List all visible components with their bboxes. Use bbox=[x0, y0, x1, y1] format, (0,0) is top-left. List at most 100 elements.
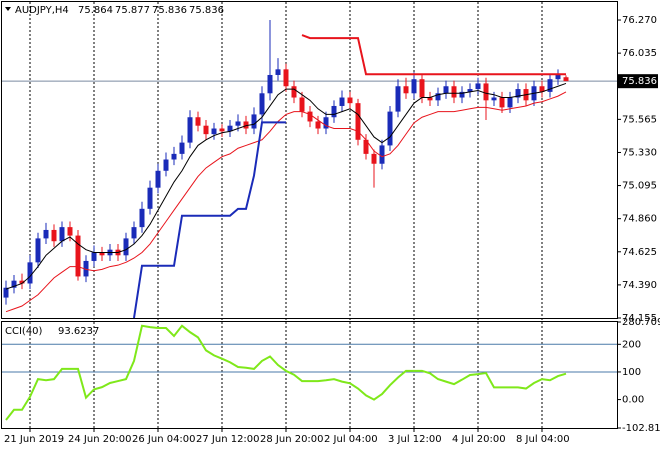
y-tick-label: 75.095 bbox=[622, 181, 657, 192]
candle-body bbox=[27, 262, 33, 284]
candle-body bbox=[299, 97, 305, 112]
indicator-frame bbox=[1, 321, 618, 429]
candle-body bbox=[11, 280, 17, 288]
x-tick-label: 4 Jul 20:00 bbox=[452, 434, 506, 445]
candle-body bbox=[99, 252, 105, 256]
candle-body bbox=[363, 139, 369, 154]
y-tick-label: 75.565 bbox=[622, 114, 657, 125]
candle-body bbox=[403, 86, 409, 94]
candle-body bbox=[323, 117, 329, 129]
x-tick-label: 28 Jun 20:00 bbox=[260, 434, 324, 445]
candle-body bbox=[379, 145, 385, 164]
candle-body bbox=[131, 227, 137, 239]
candle-body bbox=[59, 227, 65, 242]
candle-body bbox=[211, 128, 217, 135]
ohlc-close: 75.836 bbox=[189, 5, 224, 16]
candle-body bbox=[227, 125, 233, 132]
candle-body bbox=[451, 86, 457, 98]
y-tick-label: 74.860 bbox=[622, 214, 657, 225]
candle-body bbox=[203, 125, 209, 135]
y-tick-label: 76.270 bbox=[622, 15, 657, 26]
candle-body bbox=[555, 74, 561, 80]
indicator-y-tick-label: 280.7094 bbox=[622, 317, 660, 328]
x-tick-label: 8 Jul 04:00 bbox=[516, 434, 570, 445]
y-tick-label: 74.625 bbox=[622, 247, 657, 258]
candle-body bbox=[35, 238, 41, 263]
candle-body bbox=[283, 69, 289, 87]
y-tick-label: 75.330 bbox=[622, 147, 657, 158]
candle-body bbox=[83, 260, 89, 277]
candle-body bbox=[251, 114, 257, 129]
candle-body bbox=[371, 153, 377, 164]
candle-body bbox=[515, 89, 521, 98]
candle-body bbox=[147, 187, 153, 209]
symbol: AUDJPY,H4 bbox=[15, 5, 69, 16]
candle-body bbox=[483, 83, 489, 101]
candle-body bbox=[51, 229, 57, 242]
y-tick-label: 76.035 bbox=[622, 48, 657, 59]
ohlc-low: 75.836 bbox=[152, 5, 187, 16]
candle-body bbox=[307, 111, 313, 122]
ohlc-high: 75.877 bbox=[115, 5, 150, 16]
overlay-line bbox=[5, 82, 567, 290]
candle-body bbox=[411, 79, 417, 94]
candle-body bbox=[235, 121, 241, 126]
price-box-label: 75.836 bbox=[622, 76, 657, 87]
menu-triangle[interactable] bbox=[5, 7, 11, 11]
candle-body bbox=[155, 170, 161, 188]
candle-body bbox=[547, 79, 553, 92]
candle-body bbox=[435, 93, 441, 101]
candle-body bbox=[163, 159, 169, 171]
x-tick-label: 3 Jul 12:00 bbox=[388, 434, 442, 445]
indicator-value: 93.6237 bbox=[58, 326, 99, 337]
candle-body bbox=[331, 105, 337, 118]
price-box bbox=[618, 74, 658, 89]
candle-body bbox=[291, 86, 297, 98]
candle-body bbox=[43, 229, 49, 239]
candle-body bbox=[467, 89, 473, 92]
candle-body bbox=[267, 74, 273, 94]
indicator-name: CCI(40) bbox=[5, 326, 43, 337]
candle-body bbox=[3, 287, 9, 298]
candle-body bbox=[243, 121, 249, 129]
candle-body bbox=[491, 97, 497, 101]
candle-body bbox=[259, 93, 265, 115]
candle-body bbox=[347, 97, 353, 104]
x-tick-label: 24 Jun 20:00 bbox=[68, 434, 132, 445]
indicator-y-tick-label: 0.00 bbox=[622, 395, 644, 406]
candle-body bbox=[19, 280, 25, 284]
indicator-y-tick-label: -102.814 bbox=[622, 423, 660, 434]
candle-body bbox=[475, 83, 481, 90]
price-frame bbox=[1, 1, 618, 319]
overlay-line bbox=[133, 121, 286, 319]
x-tick-label: 27 Jun 12:00 bbox=[196, 434, 260, 445]
overlay-line bbox=[5, 91, 567, 313]
candle-body bbox=[275, 69, 281, 75]
candle-body bbox=[91, 252, 97, 261]
candle-body bbox=[75, 235, 81, 277]
x-tick-label: 2 Jul 04:00 bbox=[324, 434, 378, 445]
indicator-y-tick-label: 200 bbox=[622, 339, 641, 350]
x-tick-label: 26 Jun 04:00 bbox=[132, 434, 196, 445]
candle-body bbox=[195, 117, 201, 126]
y-tick-label: 74.155 bbox=[622, 313, 657, 324]
candle-body bbox=[427, 97, 433, 101]
candle-body bbox=[507, 97, 513, 108]
candle-body bbox=[315, 121, 321, 129]
candle-body bbox=[171, 153, 177, 160]
ohlc-open: 75.864 bbox=[78, 5, 113, 16]
overlay-line bbox=[301, 34, 566, 76]
candle-body bbox=[179, 142, 185, 154]
indicator-line bbox=[5, 324, 567, 421]
candle-body bbox=[187, 117, 193, 143]
candle-body bbox=[219, 128, 225, 132]
candle-body bbox=[563, 77, 569, 82]
candle-body bbox=[443, 86, 449, 94]
candle-body bbox=[459, 91, 465, 98]
candle-body bbox=[499, 97, 505, 108]
candle-body bbox=[67, 227, 73, 236]
candle-body bbox=[419, 79, 425, 98]
